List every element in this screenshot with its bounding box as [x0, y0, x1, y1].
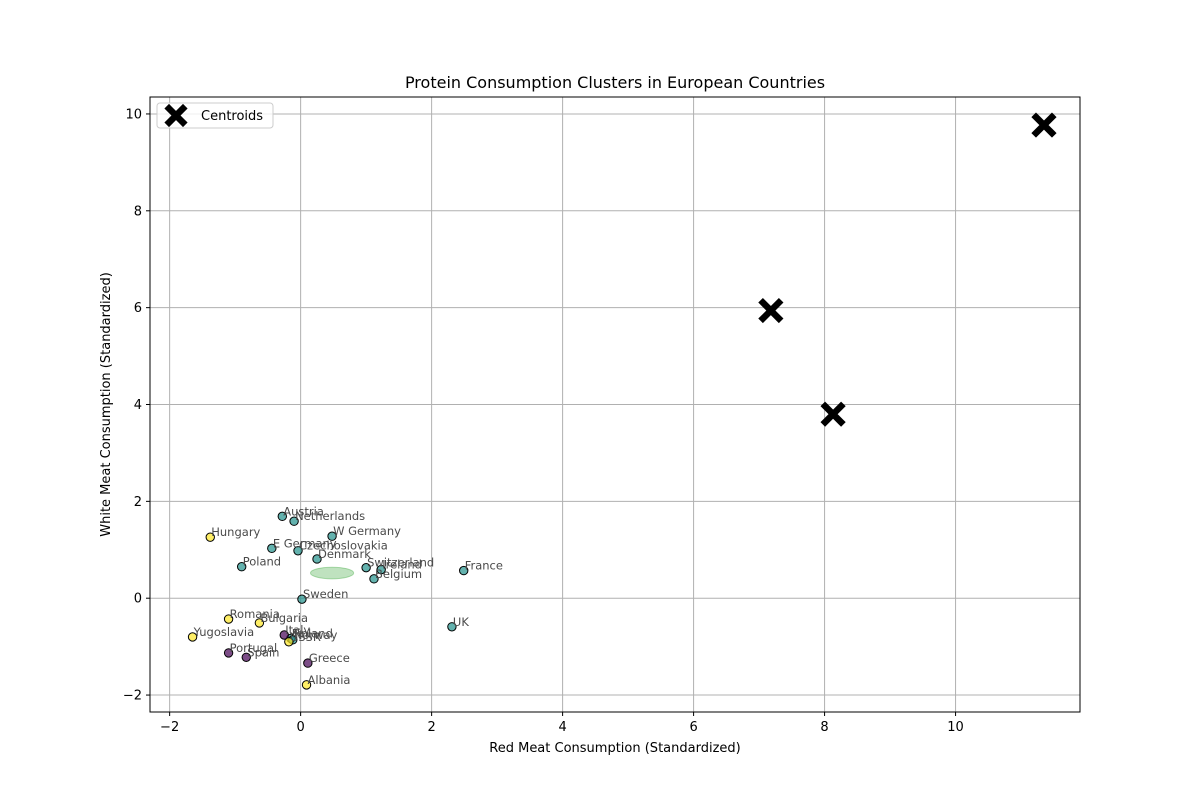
data-point — [284, 637, 294, 647]
point-label: Switzerland — [367, 556, 434, 570]
data-point — [205, 532, 215, 542]
data-point — [289, 516, 299, 526]
point-label: Portugal — [230, 641, 278, 655]
point-label: Austria — [283, 504, 324, 518]
data-point — [241, 652, 251, 662]
legend-centroid-marker-icon — [164, 103, 188, 128]
point-label: W Germany — [333, 524, 401, 538]
data-point — [312, 554, 322, 564]
point-label: UK — [453, 615, 469, 629]
x-tick-label: 8 — [820, 720, 828, 735]
point-label: Norway — [294, 628, 338, 642]
centroid-marker — [820, 401, 846, 427]
x-tick-label: −2 — [160, 720, 179, 735]
x-tick-label: 10 — [947, 720, 964, 735]
point-label: Ireland — [382, 558, 422, 572]
y-tick-label: −2 — [123, 689, 142, 704]
y-tick-label: 10 — [125, 107, 142, 122]
legend-centroid-glyph — [164, 103, 188, 128]
point-label: Poland — [243, 555, 281, 569]
data-point — [376, 564, 386, 575]
x-tick-label: 0 — [296, 720, 304, 735]
point-label-layer: Albania Austria Belgium Bulgaria Czechoslova… — [193, 504, 503, 687]
y-tick-label: 2 — [134, 495, 142, 510]
point-label: USSR — [290, 630, 321, 644]
data-point — [187, 632, 198, 642]
point-label: Romania — [230, 607, 280, 621]
data-point — [447, 622, 457, 632]
y-axis-label: White Meat Consumption (Standardized) — [99, 272, 114, 537]
point-label: Netherlands — [295, 509, 365, 523]
legend: Centroids — [156, 102, 274, 129]
centroid-marker — [1031, 112, 1057, 138]
x-axis-label: Red Meat Consumption (Standardized) — [489, 741, 740, 756]
data-point — [236, 562, 247, 572]
point-label: Italy — [285, 623, 310, 637]
x-tick-label: 6 — [689, 720, 697, 735]
data-point — [297, 594, 307, 604]
data-point — [277, 511, 287, 522]
x-tick-label: 4 — [558, 720, 566, 735]
point-label: Albania — [308, 673, 351, 687]
point-label: Sweden — [303, 587, 348, 601]
point-label: E Germany — [273, 536, 337, 550]
cluster-ellipse — [309, 566, 355, 580]
centroid-marker — [758, 297, 784, 324]
point-label: Belgium — [375, 567, 422, 581]
y-tick-label: 6 — [134, 301, 142, 316]
centroid-layer — [758, 112, 1057, 427]
point-label: Czechoslovakia — [299, 539, 388, 553]
data-point — [293, 546, 303, 556]
point-label: Hungary — [211, 525, 260, 539]
data-point — [369, 574, 379, 584]
y-tick-label: 4 — [134, 398, 142, 413]
y-tick-label: 8 — [134, 204, 142, 219]
data-point — [327, 531, 337, 541]
x-tick-label: 2 — [427, 720, 435, 735]
data-point — [459, 565, 469, 576]
point-label: Denmark — [318, 547, 371, 561]
data-point — [223, 648, 234, 658]
point-label: France — [465, 559, 503, 573]
data-point — [254, 618, 265, 628]
point-label: Finland — [292, 626, 333, 640]
chart-title: Protein Consumption Clusters in European… — [405, 73, 825, 92]
legend-label: Centroids — [201, 109, 263, 124]
data-point — [279, 630, 289, 640]
point-label: Bulgaria — [260, 611, 308, 625]
point-label: Yugoslavia — [193, 625, 255, 639]
data-point — [223, 614, 234, 624]
point-layer — [187, 511, 469, 690]
data-point — [303, 658, 313, 668]
data-point — [301, 680, 312, 690]
data-point — [361, 562, 371, 573]
point-label: Greece — [309, 651, 350, 665]
y-tick-label: 0 — [134, 592, 142, 607]
point-label: Spain — [247, 645, 279, 659]
data-point — [267, 543, 277, 554]
ellipse-layer — [309, 566, 355, 580]
tick-layer: −2 0 2 4 6 8 10 −2 0 2 4 6 8 10 — [123, 107, 964, 735]
